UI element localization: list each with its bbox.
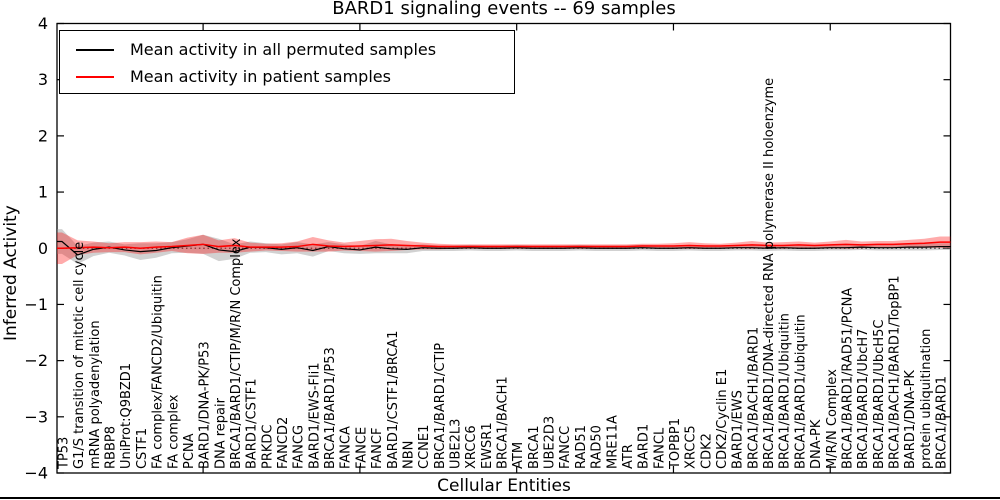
x-category-label: BRCA1/BARD1/CTIP/M/R/N Complex [229,238,244,469]
x-category-label: RAD51 [574,425,589,469]
x-category-label: XRCC6 [464,425,479,469]
x-category-label: BRCA1/BARD1/RAD51/PCNA [840,288,855,469]
x-category-label: BRCA1/BARD1/UbcH7 [856,329,871,469]
x-category-label: BRCA1/BARD1/DNA-directed RNA polymerase … [762,78,777,469]
x-category-label: mRNA polyadenylation [88,320,103,469]
y-tick-label: 0 [38,239,48,258]
y-tick-label: 4 [38,14,48,33]
legend-label-permuted: Mean activity in all permuted samples [130,40,437,59]
x-category-label: RAD50 [590,425,605,469]
x-category-label: M/R/N Complex [825,369,840,469]
x-category-label: RBBP8 [104,426,119,469]
x-category-label: CSTF1 [135,428,150,469]
x-category-label: BRCA1/BACH1/BARD1/TopBP1 [887,276,902,469]
x-category-label: BRCA1/BARD1 [935,376,950,469]
chart-title: BARD1 signaling events -- 69 samples [332,0,676,19]
x-category-label: CCNE1 [417,425,432,469]
x-category-label: G1/S transition of mitotic cell cycle [72,242,87,469]
x-category-label: EWSR1 [480,422,495,469]
x-category-label: DNA repair [213,397,228,469]
x-category-label: PCNA [182,433,197,469]
x-category-label: DNA-PK [809,419,824,469]
x-category-label: FANCF [370,428,385,469]
y-tick-label: 1 [38,183,48,202]
x-category-label: ATM [511,442,526,469]
x-category-label: UBE2D3 [543,416,558,469]
y-tick-label: −3 [24,407,48,426]
x-category-label: NBN [401,441,416,469]
x-category-label: FA complex [166,394,181,469]
x-category-label: UniProt:Q9BZD1 [119,363,134,469]
x-category-label: XRCC5 [684,425,699,469]
y-tick-label: −2 [24,351,48,370]
y-tick-label: −4 [24,464,48,483]
x-category-label: UBE2L3 [448,419,463,469]
legend: Mean activity in all permuted samples Me… [59,30,515,94]
y-tick-label: 2 [38,126,48,145]
figure-bottom-border [0,497,1000,499]
x-category-label: FANCA [339,426,354,469]
legend-line-red-icon [76,75,114,78]
x-category-label: BRCA1/BARD1/ubiquitin [793,314,808,469]
x-category-label: TP53 [57,437,72,470]
legend-item-patient: Mean activity in patient samples [74,63,514,90]
legend-label-patient: Mean activity in patient samples [130,67,391,86]
x-category-label: FANCG [292,425,307,469]
x-category-label: BARD1 [637,424,652,469]
x-category-label: ATR [621,444,636,469]
x-category-label: CDK2/Cyclin E1 [715,369,730,469]
legend-line-black-icon [76,48,114,51]
x-axis-label: Cellular Entities [437,476,571,496]
x-category-label: MRE11A [605,415,620,469]
x-category-label: FA complex/FANCD2/Ubiquitin [151,275,166,469]
x-category-label: FANCC [558,426,573,469]
x-category-label: BRCA1/BACH1/BARD1 [746,327,761,469]
x-category-label: BRCA1/BARD1/Ubiquitin [778,313,793,469]
x-category-label: BRCA1 [527,425,542,469]
x-category-label: FANCD2 [276,417,291,469]
y-tick-label: 3 [38,70,48,89]
x-category-label: BRCA1/BARD1/P53 [323,347,338,469]
x-category-label: FANCE [354,427,369,469]
x-category-label: TOPBP1 [668,418,683,470]
x-category-label: BARD1/CSTF1 [245,378,260,469]
x-category-label: BARD1/EWS [731,390,746,469]
x-category-label: FANCL [652,427,667,469]
x-category-label: BARD1/DNA-PK [903,370,918,469]
x-category-label: BARD1/EWS-Fli1 [307,363,322,470]
y-tick-label: −1 [24,295,48,314]
x-category-label: BARD1/CSTF1/BRCA1 [386,331,401,469]
x-category-label: PRKDC [260,425,275,469]
x-category-label: protein ubiquitination [919,329,934,469]
x-category-label: BRCA1/BACH1 [496,376,511,469]
legend-item-permuted: Mean activity in all permuted samples [74,36,514,63]
x-category-label: BRCA1/BARD1/UbcH5C [872,320,887,469]
x-category-label: CDK2 [699,433,714,469]
x-category-label: BARD1/DNA-PK/P53 [198,341,213,469]
x-category-label: BRCA1/BARD1/CTIP [433,343,448,469]
series-line-patient [57,241,951,250]
